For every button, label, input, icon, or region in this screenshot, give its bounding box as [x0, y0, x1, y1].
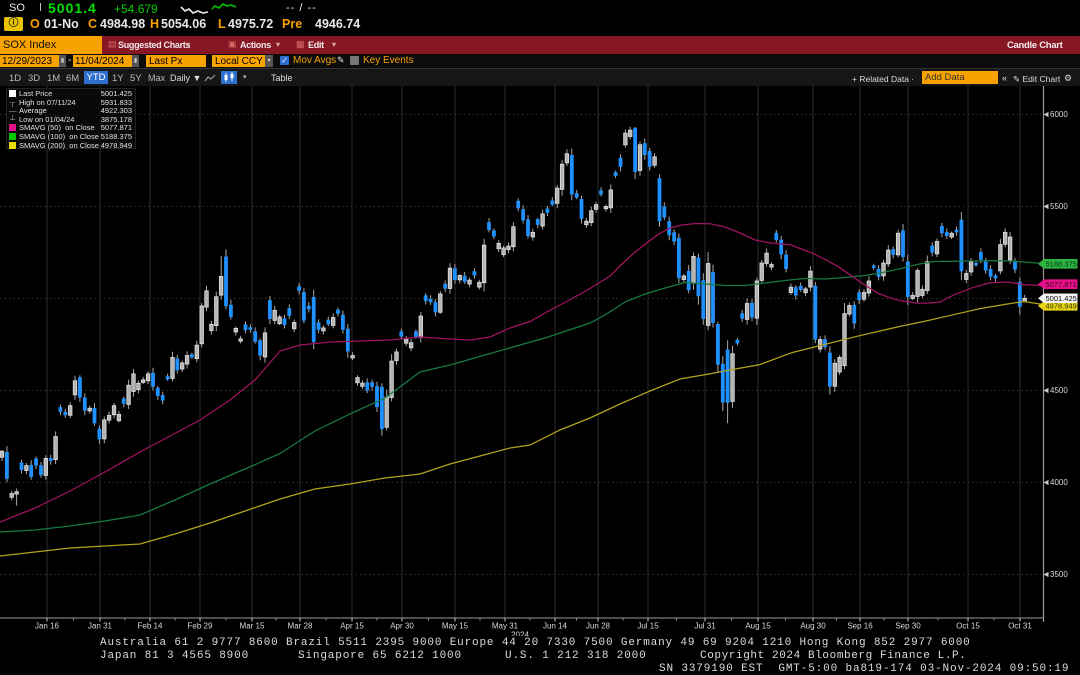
svg-text:Feb 29: Feb 29 [188, 622, 213, 631]
svg-text:Jan 31: Jan 31 [88, 622, 113, 631]
svg-text:May 15: May 15 [442, 622, 469, 631]
svg-text:5077.871: 5077.871 [1046, 280, 1077, 289]
svg-text:Mar 28: Mar 28 [288, 622, 313, 631]
svg-text:Oct 31: Oct 31 [1008, 622, 1032, 631]
svg-text:Jul 31: Jul 31 [694, 622, 716, 631]
svg-text:2024: 2024 [511, 631, 529, 637]
svg-text:4000: 4000 [1050, 478, 1068, 487]
svg-text:Sep 16: Sep 16 [847, 622, 873, 631]
svg-text:Aug 15: Aug 15 [745, 622, 771, 631]
svg-text:5188.375: 5188.375 [1046, 260, 1077, 269]
svg-text:3500: 3500 [1050, 570, 1068, 579]
svg-text:Aug 30: Aug 30 [800, 622, 826, 631]
svg-text:4500: 4500 [1050, 386, 1068, 395]
svg-text:6000: 6000 [1050, 110, 1068, 119]
svg-text:Jul 15: Jul 15 [637, 622, 659, 631]
svg-text:Jan 16: Jan 16 [35, 622, 60, 631]
svg-text:Apr 30: Apr 30 [390, 622, 414, 631]
svg-text:Mar 15: Mar 15 [240, 622, 265, 631]
svg-text:May 31: May 31 [492, 622, 519, 631]
svg-text:Sep 30: Sep 30 [895, 622, 921, 631]
svg-text:Apr 15: Apr 15 [340, 622, 364, 631]
svg-text:Feb 14: Feb 14 [138, 622, 163, 631]
svg-text:5500: 5500 [1050, 202, 1068, 211]
svg-text:Jun 14: Jun 14 [543, 622, 568, 631]
svg-text:5001.425: 5001.425 [1046, 294, 1077, 303]
svg-text:Jun 28: Jun 28 [586, 622, 611, 631]
svg-text:Oct 15: Oct 15 [956, 622, 980, 631]
svg-text:4978.949: 4978.949 [1046, 302, 1077, 311]
